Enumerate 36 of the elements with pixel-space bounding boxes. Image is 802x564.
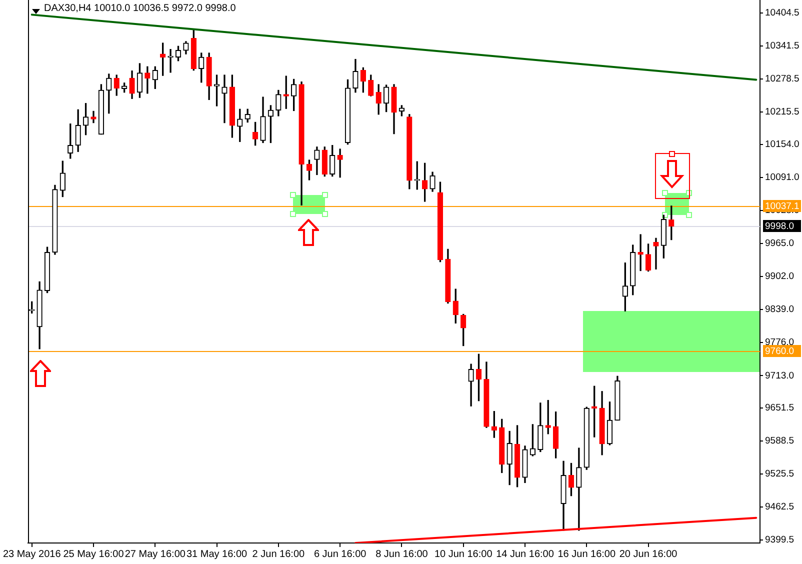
y-tick-label: 9965.0: [765, 238, 794, 250]
x-tick-label: 31 May 16:00: [186, 548, 248, 560]
y-tick-label: 10278.5: [765, 74, 800, 85]
y-tick-label: 9525.5: [765, 468, 794, 480]
x-tick-label: 14 Jun 16:00: [496, 548, 554, 560]
candlestick: [337, 148, 343, 178]
y-tick-label: 9902.0: [765, 271, 794, 282]
chart-title: DAX30,H4 10010.0 10036.5 9972.0 9998.0: [44, 3, 236, 15]
y-tick-label: 10341.5: [765, 40, 800, 52]
x-tick-label: 10 Jun 16:00: [434, 548, 493, 560]
x-tick-label: 2 Jun 16:00: [252, 548, 305, 560]
y-tick-label: 10215.5: [765, 106, 800, 118]
y-tick-label: 10154.0: [765, 138, 800, 150]
ref-line-label: 9760.0: [765, 346, 794, 358]
x-tick-label: 8 Jun 16:00: [376, 548, 428, 560]
candlestick: [222, 74, 228, 124]
x-tick-label: 20 Jun 16:00: [619, 548, 678, 560]
x-tick-label: 6 Jun 16:00: [314, 548, 367, 560]
candlestick: [653, 238, 659, 270]
y-tick-label: 9651.5: [765, 402, 794, 414]
y-tick-label: 9399.5: [765, 534, 794, 546]
x-tick-label: 23 May 2016: [2, 548, 62, 560]
y-tick-label: 9588.5: [765, 436, 794, 447]
x-tick-label: 16 Jun 16:00: [558, 548, 616, 560]
candlestick: [638, 234, 644, 272]
y-tick-label: 9776.0: [765, 337, 794, 348]
ref-line-label: 9998.0: [765, 221, 794, 232]
y-tick-label: 9839.0: [765, 304, 794, 316]
y-tick-label: 10091.0: [765, 172, 800, 183]
ref-line-label: 10037.1: [765, 201, 800, 212]
y-tick-label: 10404.5: [765, 7, 800, 18]
y-tick-label: 9713.0: [765, 370, 794, 382]
x-tick-label: 27 May 16:00: [124, 548, 186, 560]
candlestick: [144, 66, 150, 94]
y-tick-label: 9462.5: [765, 502, 794, 513]
x-tick-label: 25 May 16:00: [63, 548, 124, 560]
